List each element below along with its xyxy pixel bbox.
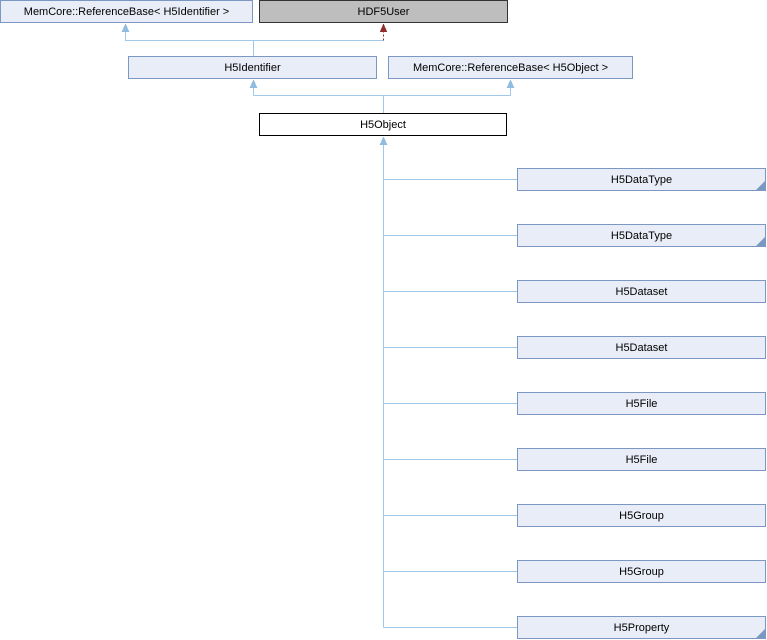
class-node-memcore-referencebase-h5object[interactable]: MemCore::ReferenceBase< H5Object > [388,56,633,79]
inheritance-edge-h5object-to-parents [249,79,515,113]
arrowhead-icon [506,79,515,88]
class-node-label: MemCore::ReferenceBase< H5Object > [412,61,609,74]
class-node-h5group-2[interactable]: H5Group [517,560,766,583]
class-node-label: H5Object [360,118,406,131]
class-node-h5dataset-2[interactable]: H5Dataset [517,336,766,359]
inheritance-edge-h5identifier-to-refbase [121,23,384,56]
private-inheritance-edge-h5identifier-to-hdf5user [379,23,388,41]
arrowhead-icon [249,79,258,88]
class-node-label: H5DataType [610,229,673,242]
class-node-label: H5Dataset [615,285,668,298]
truncated-corner-icon [756,181,765,190]
truncated-corner-icon [756,237,765,246]
arrowhead-icon [379,23,388,32]
class-node-h5group-1[interactable]: H5Group [517,504,766,527]
class-node-hdf5user[interactable]: HDF5User [259,0,508,23]
class-node-h5datatype-2[interactable]: H5DataType [517,224,766,247]
class-node-label: HDF5User [357,5,410,18]
class-node-h5object: H5Object [259,113,507,136]
class-node-label: MemCore::ReferenceBase< H5Identifier > [23,5,230,18]
class-node-h5file-2[interactable]: H5File [517,448,766,471]
class-node-h5datatype-1[interactable]: H5DataType [517,168,766,191]
class-node-label: H5Group [619,509,664,522]
class-node-label: H5Property [613,621,670,634]
class-node-label: H5Group [619,565,664,578]
class-node-memcore-referencebase-h5identifier[interactable]: MemCore::ReferenceBase< H5Identifier > [0,0,253,23]
class-node-h5property[interactable]: H5Property [517,616,766,639]
inheritance-edges-derived-to-h5object [379,136,517,628]
class-node-label: H5Dataset [615,341,668,354]
class-node-h5dataset-1[interactable]: H5Dataset [517,280,766,303]
class-node-label: H5DataType [610,173,673,186]
class-node-h5file-1[interactable]: H5File [517,392,766,415]
truncated-corner-icon [756,629,765,638]
class-node-label: H5File [625,453,658,466]
class-node-h5identifier[interactable]: H5Identifier [128,56,377,79]
arrowhead-icon [121,23,130,32]
class-node-label: H5File [625,397,658,410]
arrowhead-icon [379,136,388,145]
class-node-label: H5Identifier [224,61,281,74]
